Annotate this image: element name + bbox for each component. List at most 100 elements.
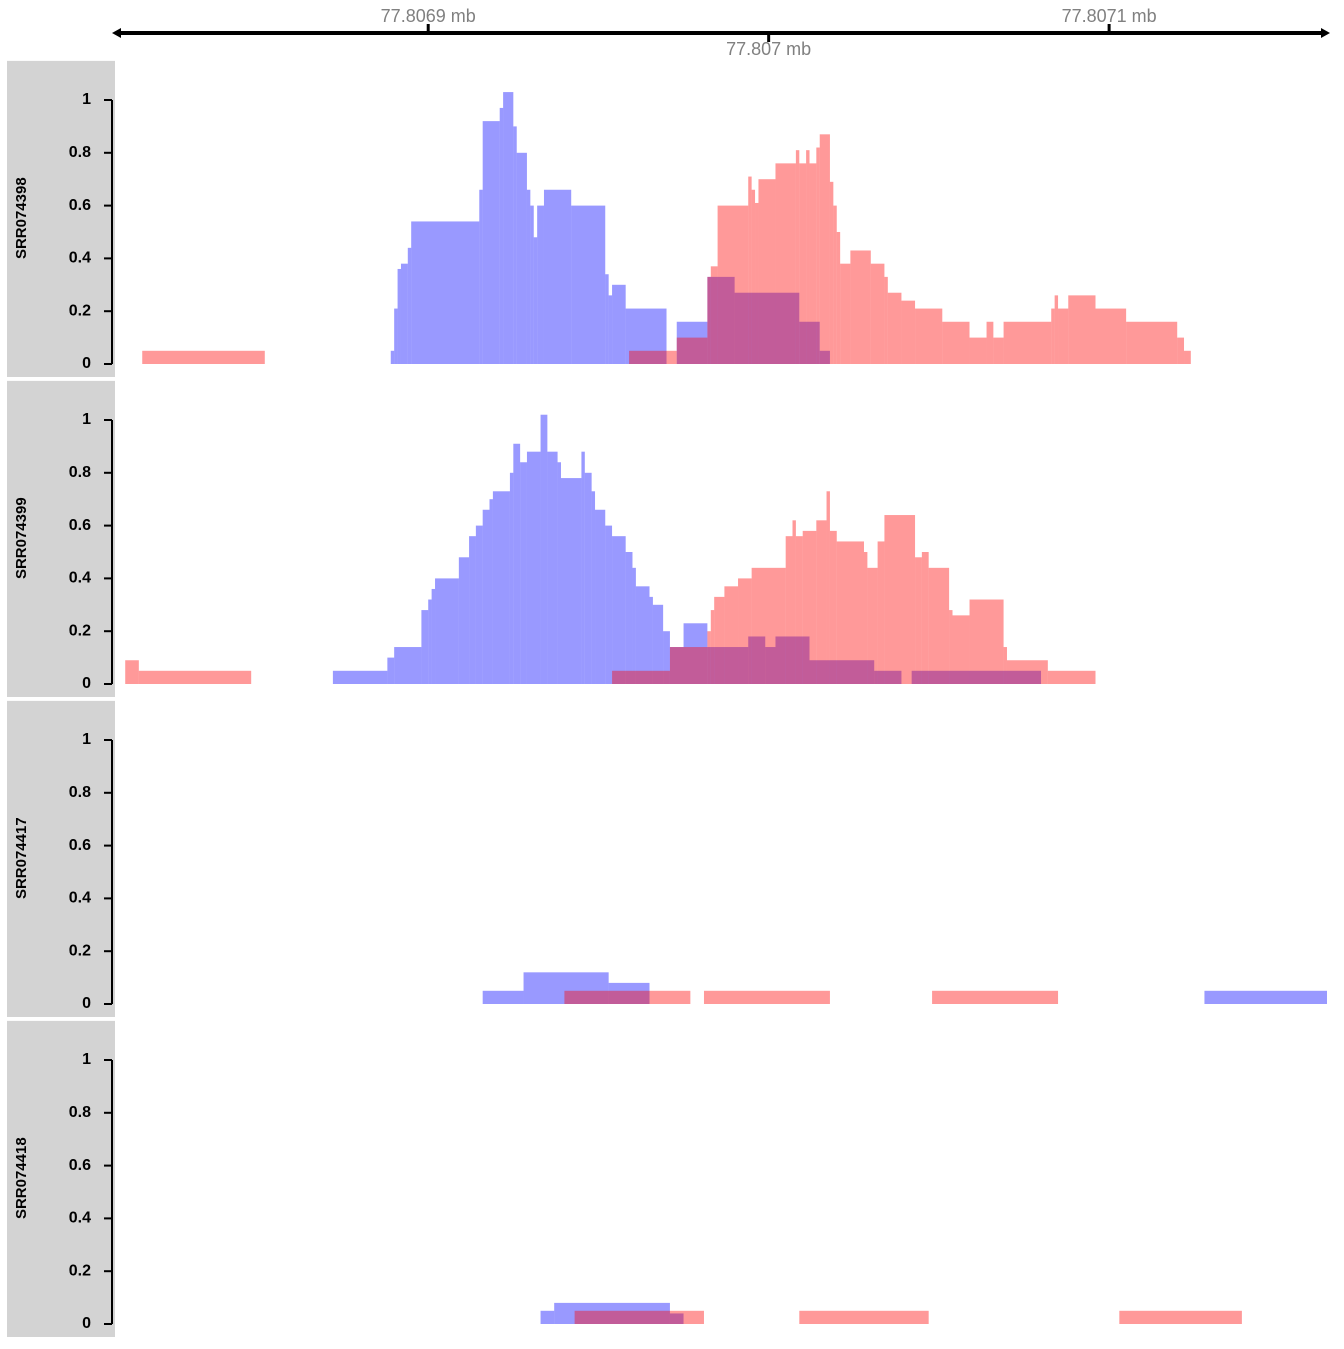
coverage-bar: [513, 443, 521, 684]
x-tick-label: 77.807 mb: [726, 39, 811, 59]
coverage-bar: [458, 557, 470, 684]
coverage-bar: [547, 451, 558, 684]
coverage-bar: [1177, 337, 1185, 364]
coverage-bar: [469, 536, 476, 684]
coverage-bar: [595, 509, 606, 684]
coverage-bar: [949, 610, 953, 684]
y-tick-label: 0.8: [69, 464, 91, 481]
coverage-bar: [676, 337, 708, 364]
coverage-bar: [564, 990, 691, 1004]
y-tick-label: 0.6: [69, 517, 91, 534]
coverage-bar: [503, 92, 514, 364]
coverage-bar: [928, 567, 950, 684]
coverage-bar: [901, 300, 916, 364]
coverage-bar: [986, 321, 994, 364]
track-title-panel: [7, 700, 115, 1017]
coverage-bar: [612, 284, 626, 364]
coverage-bar: [554, 1302, 670, 1324]
coverage-series: [390, 92, 830, 365]
coverage-bar: [748, 176, 752, 364]
coverage-bar: [571, 205, 606, 364]
coverage-series: [332, 414, 1042, 684]
y-tick-label: 0: [82, 1315, 91, 1332]
coverage-bar: [605, 274, 609, 364]
y-tick-label: 0.6: [69, 1157, 91, 1174]
coverage-bar: [707, 276, 735, 364]
coverage-series: [142, 134, 1191, 364]
y-tick-label: 0.2: [69, 302, 91, 319]
coverage-bar: [526, 189, 531, 364]
coverage-bar: [758, 179, 776, 364]
coverage-bar: [1068, 295, 1096, 364]
coverage-bar: [574, 1310, 704, 1324]
y-tick-label: 0.4: [69, 250, 91, 267]
coverage-bar: [608, 295, 613, 364]
coverage-bar: [540, 1310, 555, 1324]
track-title-panel: [7, 60, 115, 378]
track-title: SRR074399: [13, 497, 30, 579]
coverage-bar: [394, 308, 398, 364]
y-tick-label: 1: [82, 91, 91, 108]
y-tick-label: 0.2: [69, 942, 91, 959]
coverage-bar: [785, 536, 793, 684]
coverage-bar: [1006, 660, 1048, 684]
coverage-bar: [663, 631, 670, 684]
coverage-bar: [724, 586, 739, 684]
coverage-bar: [584, 472, 592, 684]
coverage-bar: [942, 321, 970, 364]
coverage-bar: [669, 647, 684, 684]
coverage-bar: [683, 623, 708, 684]
coverage-bar: [809, 660, 875, 684]
coverage-bar: [560, 478, 582, 684]
coverage-bar: [799, 321, 820, 364]
coverage-series: [574, 1310, 1242, 1324]
coverage-bar: [993, 337, 1004, 364]
coverage-bar: [509, 472, 514, 684]
coverage-bar: [850, 250, 871, 364]
coverage-bar: [492, 491, 510, 684]
coverage-bar: [932, 990, 1059, 1004]
coverage-bar: [710, 610, 715, 684]
coverage-bar: [407, 247, 412, 364]
coverage-bar: [400, 263, 408, 364]
coverage-bar: [669, 1313, 684, 1324]
coverage-bar: [792, 520, 796, 684]
y-tick-label: 0.4: [69, 890, 91, 907]
coverage-bar: [629, 350, 677, 364]
coverage-bar: [748, 636, 766, 684]
coverage-bar: [625, 308, 667, 364]
coverage-bar: [581, 451, 585, 684]
coverage-bar: [635, 586, 650, 684]
track-title: SRR074418: [13, 1137, 30, 1219]
coverage-series: [540, 1302, 684, 1324]
coverage-bar: [714, 596, 725, 684]
coverage-bar: [755, 202, 759, 364]
coverage-bar: [826, 491, 830, 684]
coverage-bar: [543, 189, 572, 364]
coverage-bar: [390, 350, 395, 364]
coverage-bar: [1126, 321, 1178, 364]
coverage-bar: [1184, 350, 1191, 364]
y-tick-label: 0.2: [69, 1262, 91, 1279]
coverage-bar: [707, 631, 711, 684]
axis-arrow-left: [112, 28, 121, 38]
coverage-bar: [887, 292, 902, 364]
coverage-bar: [540, 414, 548, 684]
coverage-bar: [802, 530, 817, 684]
coverage-bar: [921, 552, 929, 684]
coverage-bar: [479, 189, 483, 364]
coverage-bar: [840, 263, 851, 364]
coverage-bar: [775, 636, 810, 684]
y-tick-label: 1: [82, 411, 91, 428]
track-title: SRR074417: [13, 817, 30, 899]
coverage-bar: [612, 670, 670, 684]
coverage-bar: [751, 567, 786, 684]
coverage-bar: [1003, 647, 1007, 684]
y-tick-label: 0: [82, 355, 91, 372]
y-tick-label: 0.6: [69, 837, 91, 854]
coverage-bar: [795, 536, 803, 684]
coverage-bar: [428, 599, 432, 684]
coverage-bar: [707, 647, 749, 684]
coverage-bar: [523, 972, 609, 1004]
coverage-bar: [816, 147, 820, 364]
